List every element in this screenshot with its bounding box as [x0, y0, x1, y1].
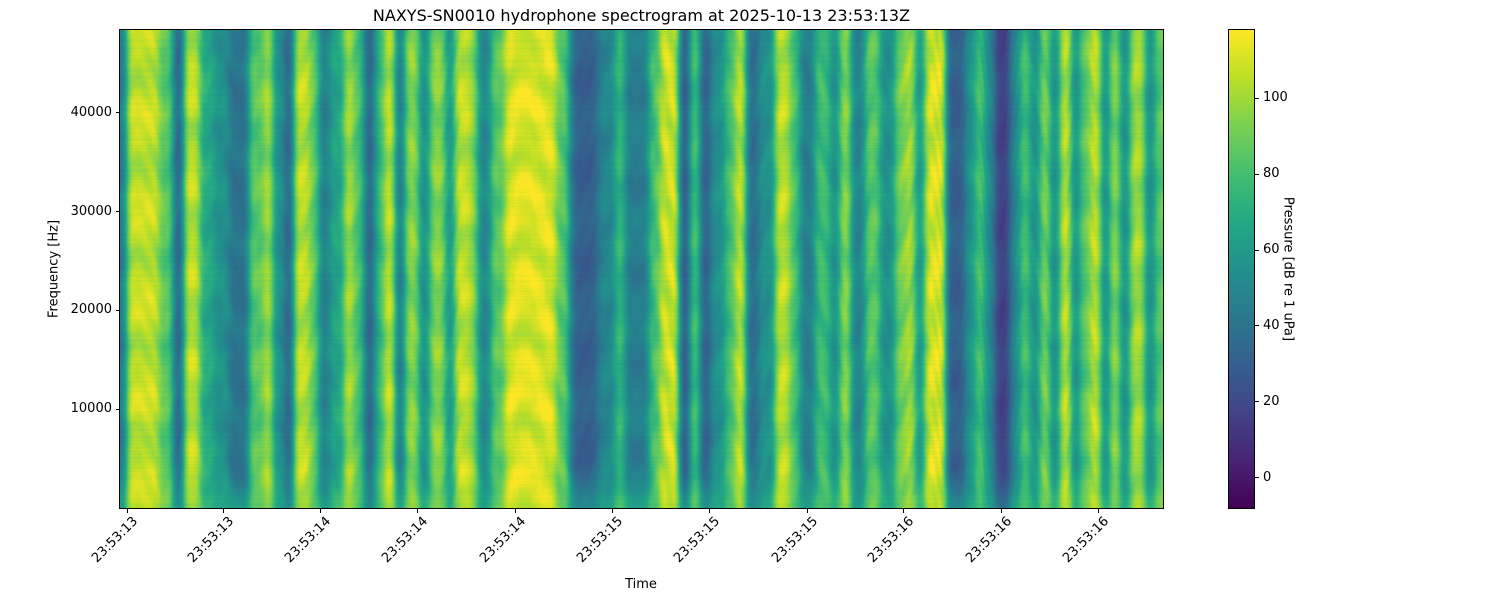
- colorbar-tick-mark: [1255, 477, 1259, 479]
- y-tick-label: 20000: [70, 302, 112, 318]
- colorbar-tick-label: 20: [1263, 393, 1280, 409]
- y-tick-label: 30000: [70, 203, 112, 219]
- colorbar-tick-mark: [1255, 325, 1259, 327]
- x-tick-label-text: 23:53:14: [378, 514, 431, 566]
- chart-title: NAXYS-SN0010 hydrophone spectrogram at 2…: [372, 6, 911, 25]
- colorbar-tick-label: 80: [1263, 166, 1280, 182]
- y-tick-label: 10000: [70, 401, 112, 417]
- x-tick-mark: [223, 509, 225, 513]
- x-tick-mark: [807, 509, 809, 513]
- x-tick-label-text: 23:53:13: [184, 514, 237, 566]
- y-tick-mark: [116, 211, 120, 213]
- x-tick-label-text: 23:53:15: [670, 514, 723, 566]
- x-tick-mark: [708, 509, 710, 513]
- x-tick-label-text: 23:53:15: [573, 514, 626, 566]
- y-tick-mark: [116, 112, 120, 114]
- x-tick-label-text: 23:53:13: [88, 514, 141, 566]
- y-tick-label: 40000: [70, 104, 112, 120]
- colorbar-tick-mark: [1255, 97, 1259, 99]
- spectrogram-heatmap: [120, 30, 1163, 508]
- colorbar-label: Pressure [dB re 1 uPa]: [1280, 196, 1296, 342]
- x-tick-mark: [611, 509, 613, 513]
- x-tick-mark: [902, 509, 904, 513]
- x-tick-mark: [514, 509, 516, 513]
- colorbar-tick-label: 40: [1263, 317, 1280, 333]
- x-tick-mark: [1098, 509, 1100, 513]
- x-tick-label-text: 23:53:16: [1059, 514, 1112, 566]
- colorbar-gradient: [1229, 30, 1254, 508]
- x-tick-label-text: 23:53:14: [476, 514, 529, 566]
- y-axis-label: Frequency [Hz]: [46, 219, 62, 319]
- x-tick-label-text: 23:53:16: [864, 514, 917, 566]
- colorbar-tick-label: 100: [1263, 90, 1288, 106]
- y-tick-mark: [116, 309, 120, 311]
- x-tick-label-text: 23:53:16: [962, 514, 1015, 566]
- colorbar-tick-mark: [1255, 173, 1259, 175]
- x-tick-mark: [1001, 509, 1003, 513]
- y-tick-mark: [116, 408, 120, 410]
- x-tick-label-text: 23:53:15: [768, 514, 821, 566]
- colorbar-tick-mark: [1255, 249, 1259, 251]
- colorbar-tick-label: 60: [1263, 242, 1280, 258]
- x-tick-mark: [126, 509, 128, 513]
- x-tick-mark: [417, 509, 419, 513]
- x-tick-label-text: 23:53:14: [281, 514, 334, 566]
- colorbar-tick-label: 0: [1263, 469, 1272, 485]
- x-axis-label: Time: [625, 577, 657, 592]
- colorbar-tick-mark: [1255, 401, 1259, 403]
- x-tick-mark: [320, 509, 322, 513]
